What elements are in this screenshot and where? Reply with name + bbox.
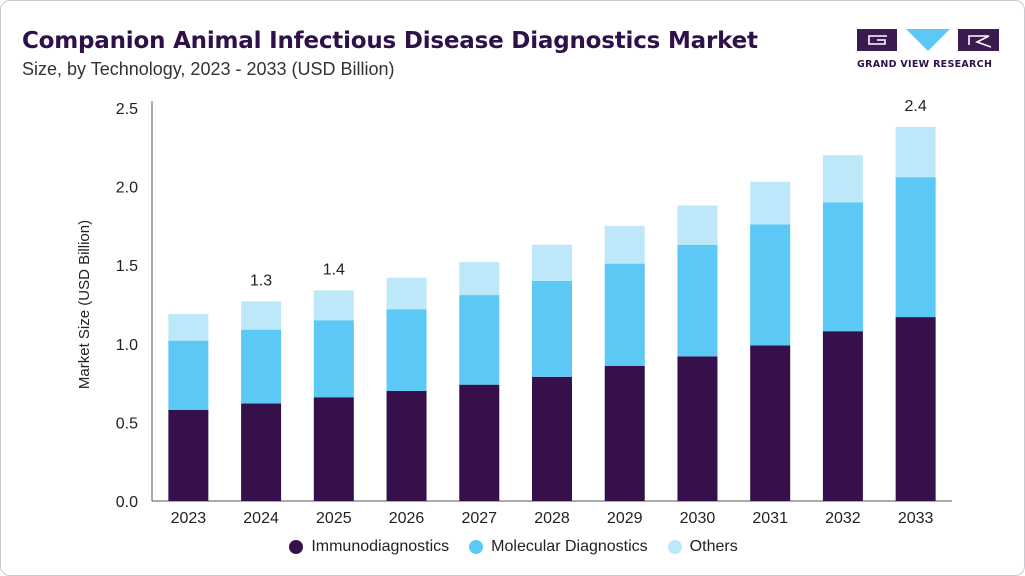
x-tick-label: 2025 <box>316 510 352 527</box>
bar-others-2024 <box>241 301 282 330</box>
y-tick-label: 2.0 <box>116 180 138 197</box>
bar-molecular-diagnostics-2027 <box>459 295 500 385</box>
bar-molecular-diagnostics-2023 <box>168 340 209 410</box>
bar-molecular-diagnostics-2033 <box>895 177 936 318</box>
x-tick-label: 2030 <box>680 510 716 527</box>
y-tick-label: 0.5 <box>116 415 138 432</box>
x-tick-label: 2027 <box>461 510 497 527</box>
bar-molecular-diagnostics-2030 <box>677 244 718 357</box>
bar-immunodiagnostics-2026 <box>386 390 427 501</box>
legend-label: Molecular Diagnostics <box>491 538 648 555</box>
x-tick-label: 2026 <box>389 510 425 527</box>
x-tick-label: 2029 <box>607 510 643 527</box>
legend-swatch <box>667 540 682 554</box>
bar-molecular-diagnostics-2025 <box>313 320 354 398</box>
logo-block-v <box>906 29 950 51</box>
bar-immunodiagnostics-2023 <box>168 409 209 501</box>
bar-others-2027 <box>459 262 500 296</box>
x-tick-label: 2028 <box>534 510 570 527</box>
bar-others-2026 <box>386 277 427 310</box>
x-tick-label: 2024 <box>243 510 279 527</box>
bar-others-2030 <box>677 205 718 245</box>
data-label: 1.4 <box>323 261 345 278</box>
legend-label: Others <box>689 538 738 555</box>
chart-title: Companion Animal Infectious Disease Diag… <box>22 28 758 54</box>
y-tick-label: 0.0 <box>116 494 138 511</box>
x-tick-label: 2031 <box>752 510 788 527</box>
bar-immunodiagnostics-2030 <box>677 356 718 501</box>
bar-others-2025 <box>313 290 354 321</box>
bar-others-2028 <box>532 244 572 281</box>
legend-item-others: Others <box>667 538 738 556</box>
bar-immunodiagnostics-2027 <box>459 384 500 501</box>
bar-immunodiagnostics-2029 <box>604 365 645 501</box>
bar-molecular-diagnostics-2028 <box>532 280 572 377</box>
bar-others-2031 <box>750 181 791 225</box>
bar-immunodiagnostics-2033 <box>895 317 936 501</box>
y-tick-label: 1.5 <box>116 258 138 275</box>
bar-immunodiagnostics-2028 <box>532 376 572 501</box>
bar-immunodiagnostics-2025 <box>313 397 354 501</box>
bar-molecular-diagnostics-2031 <box>750 224 791 346</box>
x-tick-label: 2033 <box>898 510 934 527</box>
legend-swatch <box>469 540 484 554</box>
x-tick-label: 2032 <box>825 510 861 527</box>
legend-item-molecular-diagnostics: Molecular Diagnostics <box>469 538 648 556</box>
bar-immunodiagnostics-2031 <box>750 345 791 501</box>
bar-immunodiagnostics-2024 <box>241 403 282 501</box>
legend: Immunodiagnostics Molecular Diagnostics Ot… <box>1 538 1024 556</box>
data-label: 2.4 <box>905 98 927 115</box>
bar-others-2033 <box>895 126 936 178</box>
legend-label: Immunodiagnostics <box>311 538 450 555</box>
legend-swatch <box>289 540 304 554</box>
bar-molecular-diagnostics-2029 <box>604 263 645 366</box>
y-tick-label: 1.0 <box>116 337 138 354</box>
bar-others-2029 <box>604 225 645 264</box>
bar-others-2023 <box>168 313 209 341</box>
y-axis-title: Market Size (USD Billion) <box>76 220 93 389</box>
x-tick-label: 2023 <box>171 510 207 527</box>
y-tick-label: 2.5 <box>116 101 138 118</box>
bar-molecular-diagnostics-2026 <box>386 309 427 391</box>
data-label: 1.3 <box>250 272 272 289</box>
logo-text: GRAND VIEW RESEARCH <box>857 59 993 70</box>
bar-immunodiagnostics-2032 <box>822 331 863 501</box>
chart-subtitle: Size, by Technology, 2023 - 2033 (USD Bi… <box>22 59 395 79</box>
bar-molecular-diagnostics-2032 <box>822 202 863 332</box>
bar-others-2032 <box>822 155 863 203</box>
grand-view-research-logo <box>857 29 999 51</box>
legend-item-immunodiagnostics: Immunodiagnostics <box>289 538 449 556</box>
bar-molecular-diagnostics-2024 <box>241 329 282 404</box>
